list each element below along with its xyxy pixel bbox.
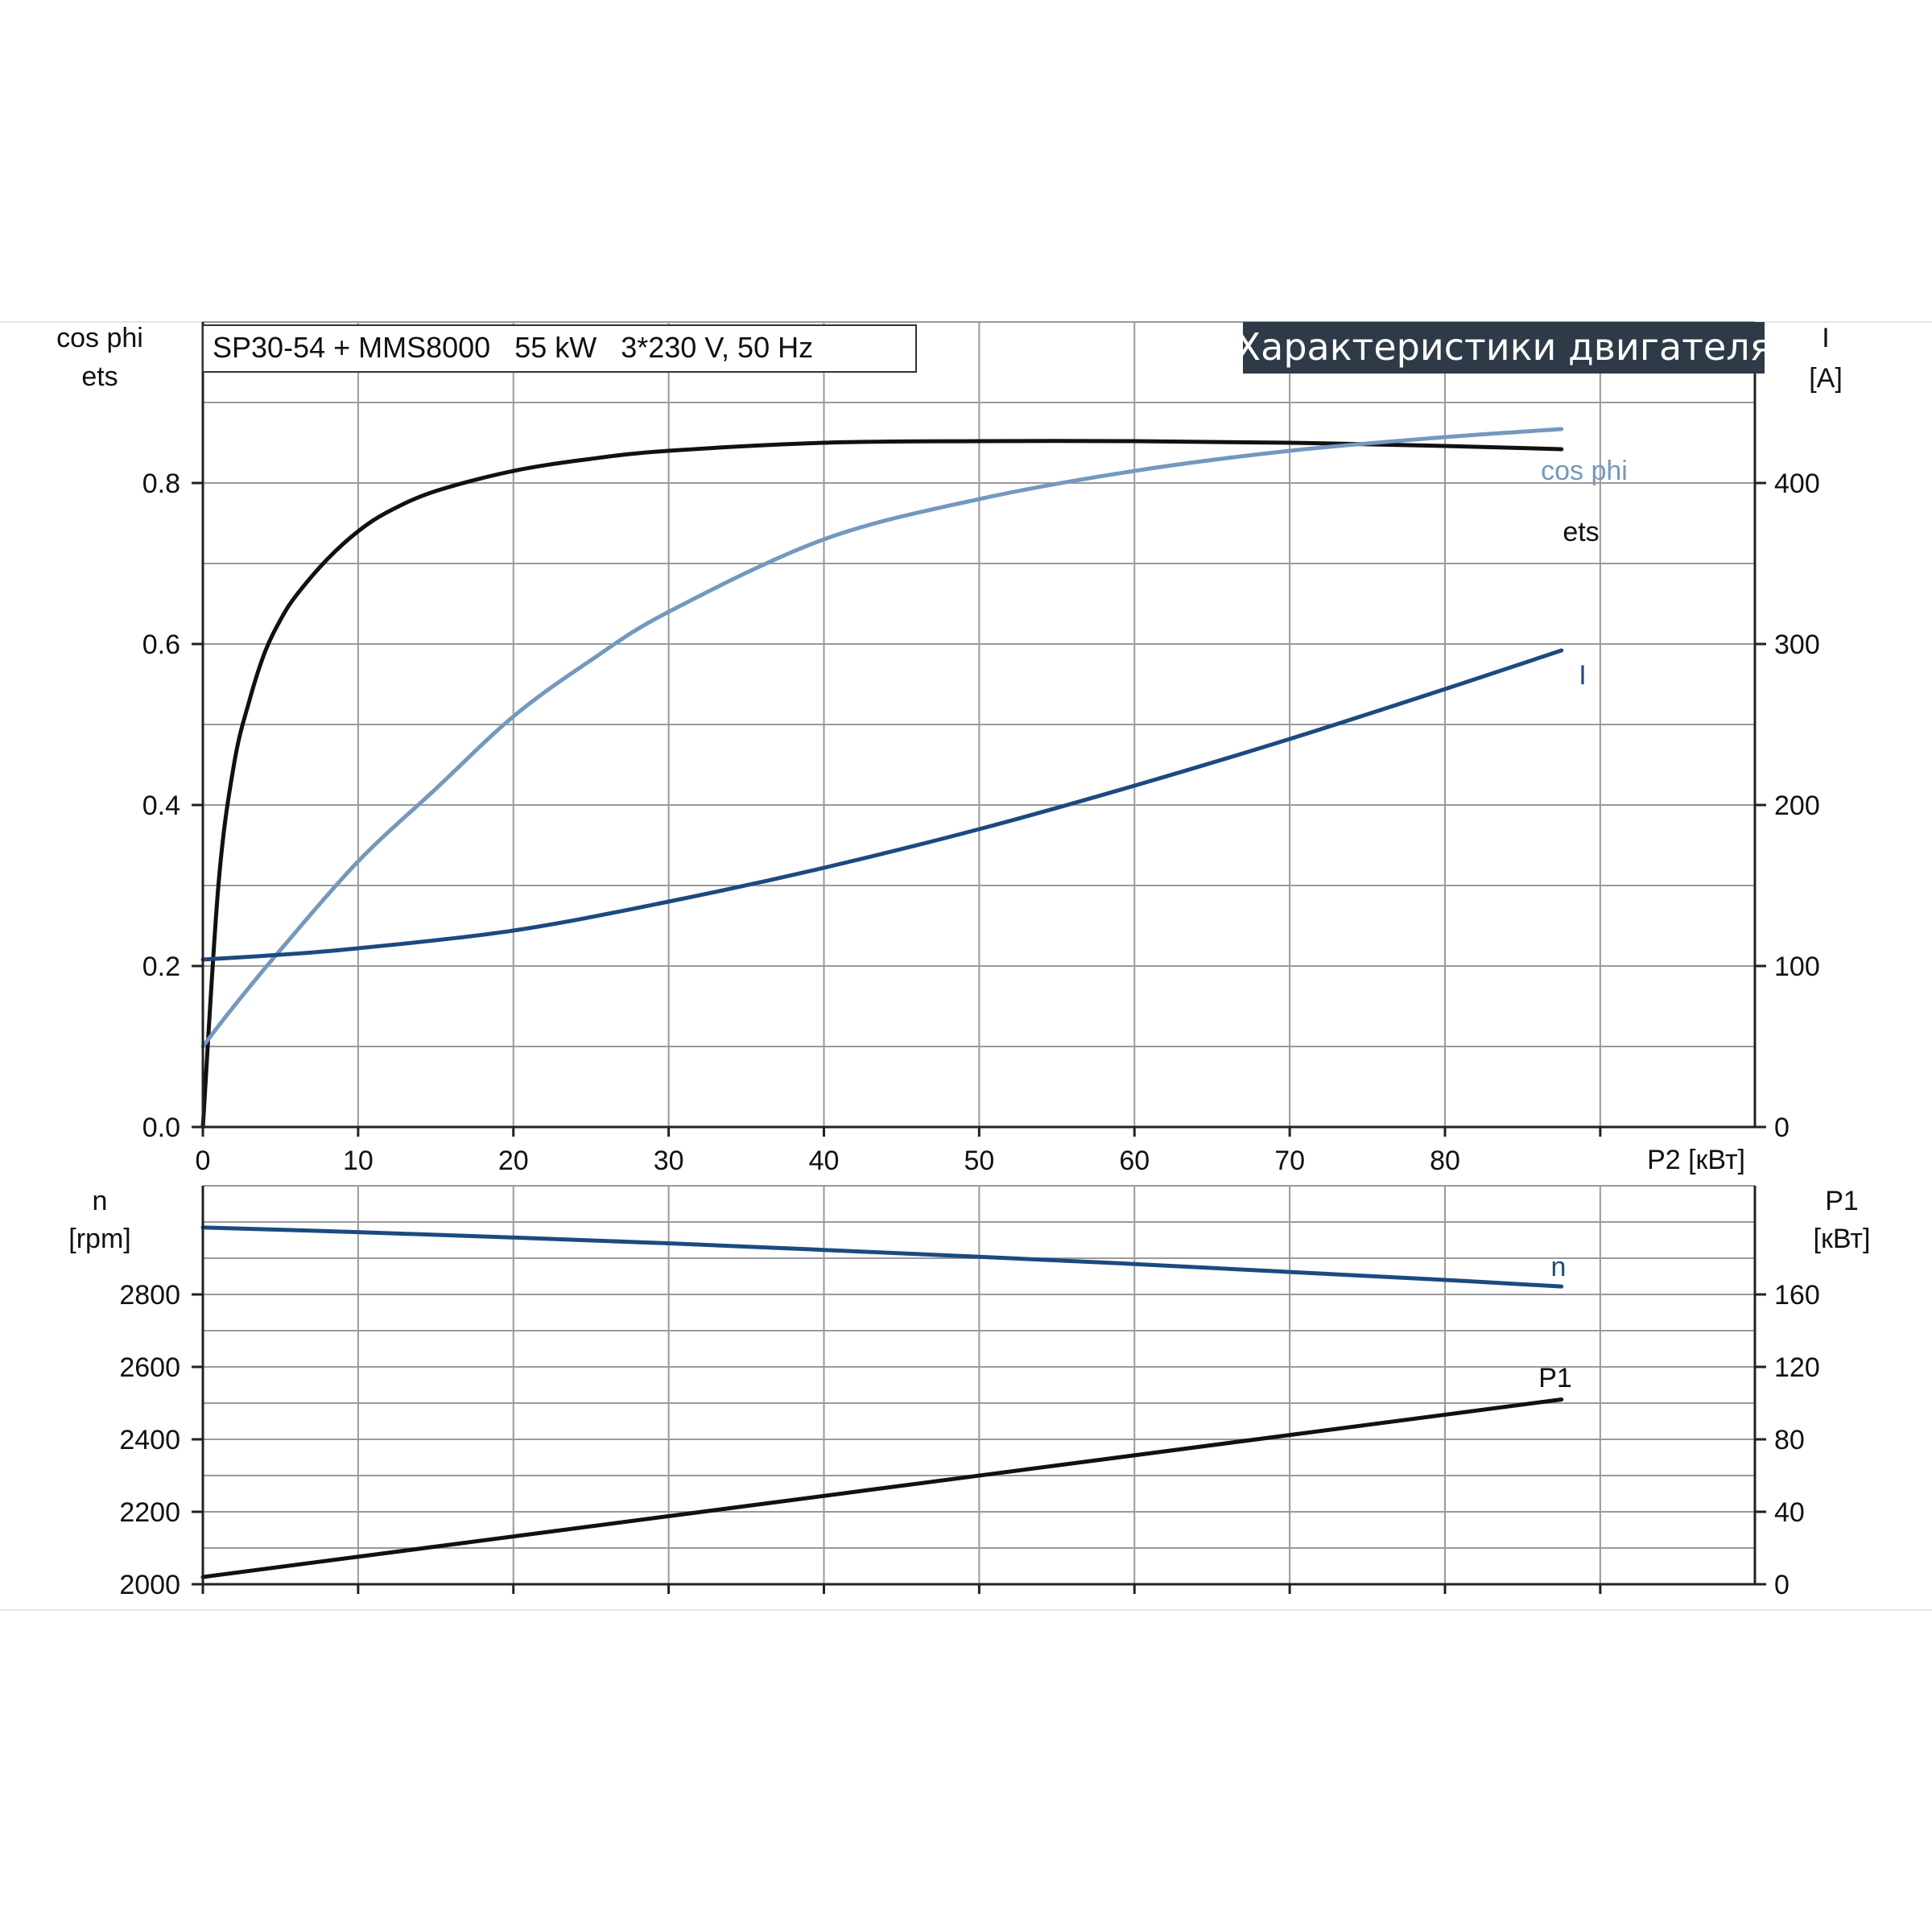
right-tick-label: 100 xyxy=(1774,952,1820,982)
series-line-ets xyxy=(200,439,1564,1129)
series-line-n xyxy=(200,1225,1564,1289)
right-tick-label: 40 xyxy=(1774,1497,1805,1528)
right-tick-label: 300 xyxy=(1774,630,1820,660)
lower-right-axis-title-line2: [кВт] xyxy=(1814,1224,1871,1254)
series-label-n: n xyxy=(1551,1252,1567,1282)
series-line-i xyxy=(200,648,1564,962)
right-tick-label: 200 xyxy=(1774,791,1820,821)
left-tick-label: 2800 xyxy=(119,1280,180,1311)
upper-right-axis-title-line1: I xyxy=(1822,323,1829,353)
series-label-cos-phi: cos phi xyxy=(1541,456,1628,486)
x-tick-label: 10 xyxy=(343,1146,374,1176)
series-label-p1: P1 xyxy=(1538,1363,1572,1393)
lower-right-axis-title-line1: P1 xyxy=(1825,1186,1859,1216)
x-tick-label: 80 xyxy=(1430,1146,1460,1176)
left-tick-label: 2400 xyxy=(119,1425,180,1455)
model-label-box xyxy=(202,324,917,373)
x-tick-label: 60 xyxy=(1119,1146,1150,1176)
model-label: SP30-54 + MMS8000 55 kW 3*230 V, 50 Hz xyxy=(213,331,813,364)
x-tick-label: 30 xyxy=(654,1146,684,1176)
left-tick-label: 2200 xyxy=(119,1497,180,1528)
lower-curves xyxy=(200,1225,1564,1579)
upper-curves xyxy=(200,427,1564,1129)
series-line-cos-phi xyxy=(200,427,1564,1049)
right-tick-label: 0 xyxy=(1774,1570,1790,1600)
left-tick-label: 0.6 xyxy=(142,630,180,660)
left-tick-label: 0.8 xyxy=(142,469,180,499)
right-tick-label: 400 xyxy=(1774,469,1820,499)
series-line-p1 xyxy=(200,1397,1564,1579)
lower-grid xyxy=(202,1185,1755,1585)
lower-left-axis-title-line2: [rpm] xyxy=(68,1224,130,1254)
left-tick-label: 2600 xyxy=(119,1352,180,1383)
left-tick-label: 2000 xyxy=(119,1570,180,1600)
x-tick-label: 0 xyxy=(196,1146,211,1176)
series-label-ets: ets xyxy=(1563,517,1599,547)
upper-left-axis-title-line1: cos phi xyxy=(56,323,143,353)
x-tick-label: 40 xyxy=(809,1146,840,1176)
right-tick-label: 160 xyxy=(1774,1280,1820,1311)
left-tick-label: 0.2 xyxy=(142,952,180,982)
x-axis-title: P2 [кВт] xyxy=(1647,1145,1745,1175)
banner-title: Характеристики двигателя xyxy=(1236,325,1773,369)
upper-ticks: 0.0 0.2 0.4 0.6 0.8 0 100 200 300 400 0 10 20 30 40 50 6… xyxy=(142,469,1820,1176)
x-tick-label: 70 xyxy=(1274,1146,1305,1176)
right-tick-label: 0 xyxy=(1774,1113,1790,1143)
banner-background xyxy=(1243,322,1765,374)
series-label-i: I xyxy=(1579,660,1586,691)
upper-left-axis-title-line2: ets xyxy=(81,361,118,392)
right-tick-label: 80 xyxy=(1774,1425,1805,1455)
left-tick-label: 0.4 xyxy=(142,791,180,821)
x-tick-label: 20 xyxy=(498,1146,529,1176)
x-tick-label: 50 xyxy=(964,1146,994,1176)
lower-ticks: 2000 2200 2400 2600 2800 0 40 80 120 160 xyxy=(119,1280,1819,1600)
upper-right-axis-title-line2: [A] xyxy=(1809,363,1843,394)
lower-left-axis-title-line1: n xyxy=(93,1186,108,1216)
left-tick-label: 0.0 xyxy=(142,1113,180,1143)
right-tick-label: 120 xyxy=(1774,1352,1820,1383)
upper-panel: 0.0 0.2 0.4 0.6 0.8 0 100 200 300 400 0 10 20 30 40 50 6… xyxy=(56,321,1843,1176)
